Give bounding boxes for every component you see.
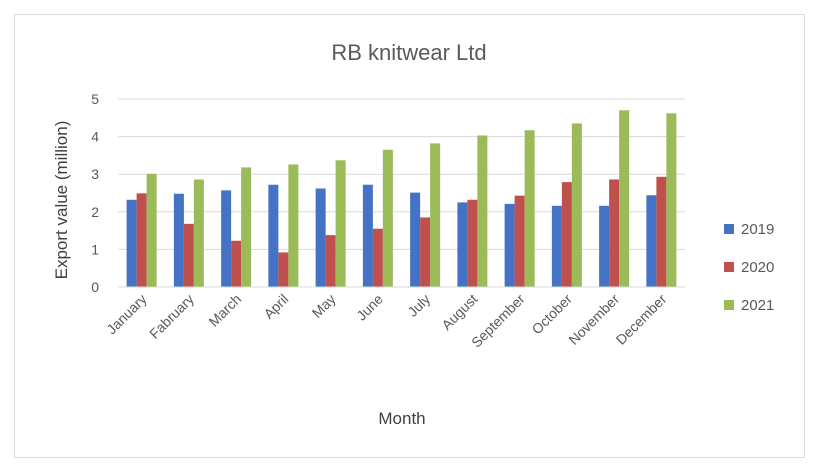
legend-swatch-2021 [724,300,734,310]
bar-2019-january [126,199,137,287]
legend-swatch-2019 [724,224,734,234]
bar-2020-march [231,240,242,287]
bar-2021-april [288,164,299,287]
y-axis-ticks: 0 1 2 3 4 5 [91,91,99,295]
bar-2020-fabruary [183,223,194,287]
bar-2020-june [372,228,383,287]
chart-title: RB knitwear Ltd [331,40,486,65]
bar-2019-september [504,203,515,287]
bar-2020-august [467,199,478,287]
bar-2019-december [646,195,657,287]
bars [126,110,677,288]
x-tick-label: March [205,291,244,330]
y-tick-label: 4 [91,129,99,145]
legend-label: 2021 [741,297,774,314]
y-tick-label: 2 [91,204,99,220]
y-tick-label: 0 [91,279,99,295]
bar-2019-august [457,202,468,287]
bar-2021-fabruary [193,179,204,287]
bar-2020-december [656,176,667,287]
bar-2019-april [268,184,279,287]
bar-2021-september [524,130,535,287]
bar-2020-november [609,179,620,287]
bar-2021-december [666,113,677,288]
x-tick-label: June [353,291,386,324]
bar-2019-march [221,190,232,287]
legend-swatch-2020 [724,262,734,272]
x-tick-label: April [260,291,291,322]
x-tick-label: August [438,291,480,333]
bar-2021-november [619,110,630,287]
bar-2021-october [571,123,582,287]
bar-2020-may [325,235,336,287]
bar-2020-september [514,195,525,287]
y-tick-label: 1 [91,241,99,257]
bar-2019-fabruary [173,193,184,287]
x-tick-label: January [103,291,150,338]
bar-2019-november [599,205,610,287]
gridlines [118,98,685,250]
bar-2019-may [315,188,326,287]
x-tick-label: October [528,291,575,338]
bar-2021-may [335,160,346,287]
x-axis-label: Month [378,409,425,428]
y-axis-label: Export value (million) [52,121,71,280]
bar-2021-august [477,135,488,287]
legend-label: 2020 [741,259,774,276]
legend-label: 2019 [741,221,774,238]
bar-2021-january [146,173,157,287]
y-tick-label: 3 [91,166,99,182]
bar-2019-july [410,192,421,287]
bar-2019-october [551,205,562,287]
bar-2020-april [278,252,289,287]
bar-2021-march [241,167,252,287]
x-tick-label: Fabruary [146,291,197,342]
legend: 2019 2020 2021 [724,221,774,314]
y-tick-label: 5 [91,91,99,107]
bar-2020-january [136,193,147,287]
bar-2020-july [420,217,431,287]
bar-2020-october [561,182,572,287]
bar-2021-june [382,149,393,287]
bar-2019-june [362,184,373,287]
x-tick-label: May [309,291,339,321]
x-tick-label: December [613,291,670,348]
bar-2021-july [430,143,441,287]
x-tick-label: July [404,291,433,320]
